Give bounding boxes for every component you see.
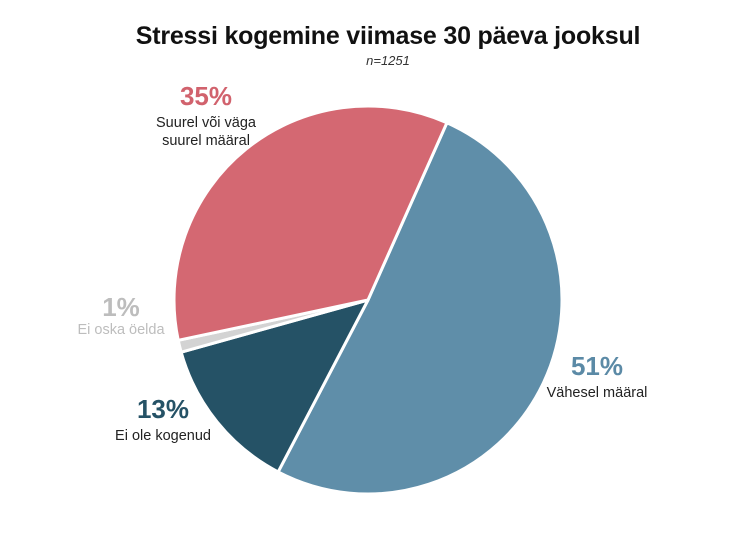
slice-category-label: suurel määral: [162, 133, 250, 149]
slice-category-label: Ei oska öelda: [77, 322, 165, 338]
slice-category-label: Vähesel määral: [547, 385, 648, 401]
slice-category-label: Suurel või väga: [156, 115, 257, 131]
chart-title: Stressi kogemine viimase 30 päeva jooksu…: [135, 22, 641, 50]
pie-slice: [276, 121, 564, 496]
slice-category-label: Ei ole kogenud: [115, 428, 211, 444]
slice-value-label: 51%: [571, 351, 623, 381]
pie-slice: [179, 298, 370, 474]
slice-value-label: 13%: [137, 394, 189, 424]
pie-slice: [172, 104, 449, 342]
slice-value-label: 1%: [102, 292, 140, 322]
slice-value-label: 35%: [180, 81, 232, 111]
chart-subtitle: n=1251: [366, 53, 410, 68]
